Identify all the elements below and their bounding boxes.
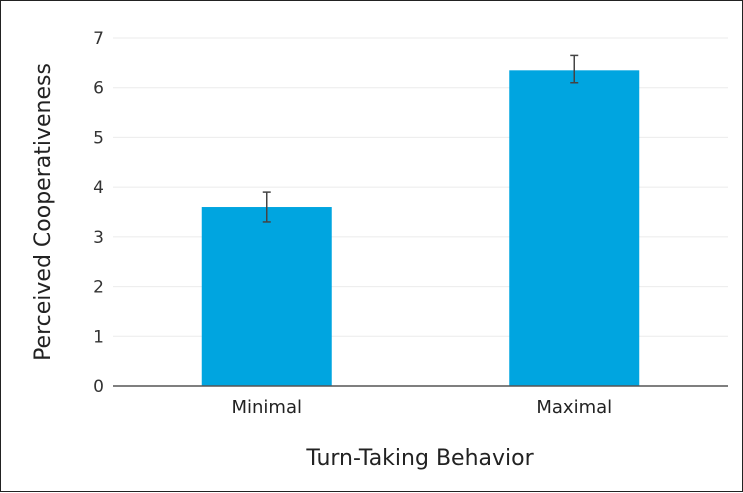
y-tick-label: 4 [93,178,104,198]
x-category-label: Minimal [231,397,302,418]
bar-minimal [201,207,332,386]
bars [201,70,640,387]
error-bar-maximal [570,54,579,84]
y-tick-label: 6 [93,79,104,99]
y-tick-label: 2 [93,278,104,298]
y-tick-label: 3 [93,228,104,248]
y-tick-label: 7 [93,29,104,49]
y-tick-label: 5 [93,128,104,148]
y-axis-title: Perceived Cooperativeness [31,63,56,361]
x-category-label: Maximal [536,397,612,418]
error-bar-minimal [262,191,271,223]
x-axis-title: Turn-Taking Behavior [305,446,534,471]
y-tick-label: 0 [93,377,104,397]
error-bars [262,54,579,223]
x-category-labels: Minimal Maximal [231,397,612,418]
bar-maximal [509,70,640,387]
y-tick-labels: 0 1 2 3 4 5 6 7 [93,29,104,397]
y-tick-label: 1 [93,327,104,347]
